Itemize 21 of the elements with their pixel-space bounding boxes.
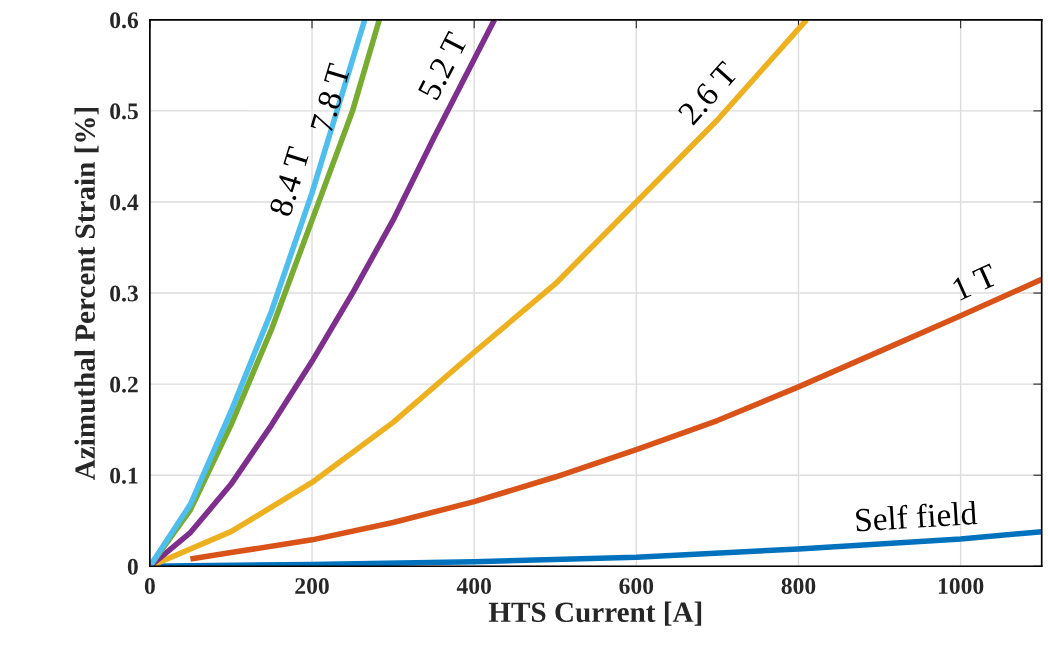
y-tick-label: 0.2 <box>110 376 138 393</box>
y-tick-label: 0.6 <box>110 12 139 29</box>
x-tick-label: 200 <box>295 578 329 595</box>
y-tick-label: 0 <box>127 558 138 575</box>
series-label: Self field <box>855 500 978 532</box>
x-axis-title: HTS Current [A] <box>488 601 702 626</box>
x-tick-label: 800 <box>781 578 816 595</box>
x-tick-label: 0 <box>144 578 155 595</box>
x-tick-label: 400 <box>456 578 491 595</box>
y-tick-label: 0.4 <box>110 194 139 211</box>
y-tick-label: 0.1 <box>110 467 138 484</box>
text: 7.8 T <box>310 62 351 134</box>
text: 1 T <box>951 263 999 301</box>
text: 8.4 T <box>268 145 311 218</box>
text: 5.2 T <box>417 30 469 101</box>
y-axis-title: Azimuthal Percent Strain [%] <box>74 107 99 481</box>
y-tick-label: 0.3 <box>110 285 138 302</box>
x-tick-label: 600 <box>619 578 654 595</box>
x-tick-label: 1000 <box>938 578 984 595</box>
text: 2.6 T <box>677 60 740 126</box>
y-tick-label: 0.5 <box>110 103 138 120</box>
